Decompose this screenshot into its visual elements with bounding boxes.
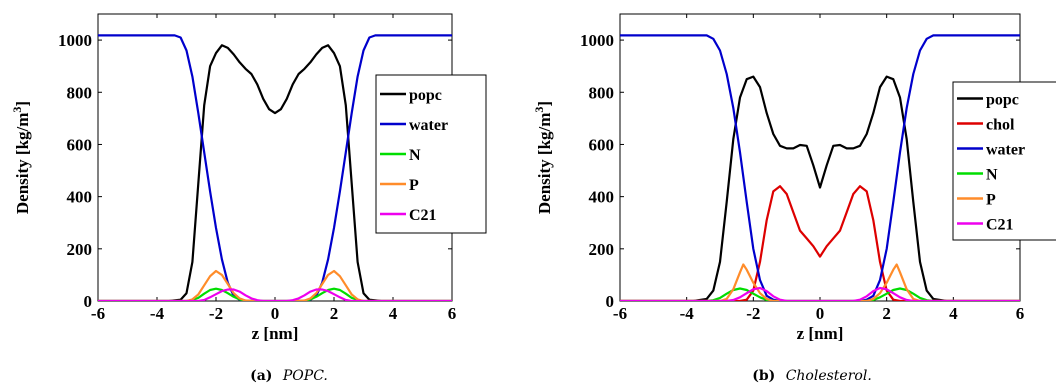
y-tick-label: 400 — [589, 188, 615, 207]
y-tick-label: 1000 — [58, 31, 92, 50]
x-axis-label: z [nm] — [797, 324, 844, 343]
y-tick-label: 200 — [67, 240, 93, 259]
legend-label: P — [409, 177, 419, 194]
chart-panel-cholesterol: (b) Cholesterol. -6 -4 -2 0 2 4 6 0 200 400 600 800… — [532, 13, 1056, 384]
legend: popc water NP C21 — [375, 74, 487, 234]
series-line-c21 — [620, 286, 1020, 301]
chart-panel-popc: (a) POPC. -6 -4 -2 0 2 4 6 0 200 400 600 800 1000 z [… — [10, 13, 487, 384]
series-line-p — [98, 269, 452, 301]
x-tick-label: 6 — [1016, 304, 1025, 323]
y-tick-label: 0 — [606, 292, 615, 311]
series-line-water — [98, 34, 452, 301]
legend-box — [952, 81, 1056, 241]
y-tick-label: 1000 — [580, 31, 614, 50]
x-tick-label: 4 — [949, 304, 958, 323]
x-tick-label: 0 — [816, 304, 825, 323]
caption: (a) POPC. — [250, 368, 328, 384]
x-tick-label: 2 — [330, 304, 339, 323]
legend-label: N — [409, 147, 421, 164]
caption: (b) Cholesterol. — [752, 368, 872, 384]
series-line-c21 — [98, 288, 452, 301]
caption-label: (a) — [250, 368, 272, 384]
y-axis-label-close: ] — [535, 101, 554, 107]
y-axis-label: Density [kg/m3] — [532, 101, 554, 214]
caption-title: Cholesterol. — [786, 368, 872, 384]
y-axis-label: Density [kg/m3] — [10, 101, 32, 214]
x-tick-label: -6 — [91, 304, 105, 323]
series-line-n — [620, 287, 1020, 301]
legend-label: C21 — [409, 207, 437, 224]
y-axis-label-main: Density [kg/m — [535, 113, 554, 215]
legend-label: popc — [409, 87, 442, 104]
x-axis-label: z [nm] — [252, 324, 299, 343]
x-tick-label: 2 — [882, 304, 891, 323]
y-tick-label: 800 — [589, 83, 615, 102]
legend-label: C21 — [986, 217, 1014, 234]
series-line-water — [620, 34, 1020, 301]
x-tick-label: 0 — [271, 304, 280, 323]
legend-label: chol — [986, 117, 1015, 134]
x-tick-label: -4 — [680, 304, 695, 323]
legend: popc chol water NP C21 — [952, 81, 1056, 241]
y-tick-label: 600 — [589, 135, 615, 154]
x-tick-label: 6 — [448, 304, 457, 323]
legend-label: water — [986, 142, 1025, 159]
y-axis-label-unit-exponent: 3 — [10, 107, 24, 113]
legend-label: P — [986, 192, 996, 209]
y-tick-label: 400 — [67, 188, 93, 207]
y-tick-label: 800 — [67, 83, 93, 102]
series-line-n — [98, 287, 452, 301]
y-tick-label: 200 — [589, 240, 615, 259]
x-tick-label: 4 — [389, 304, 398, 323]
series-line-p — [620, 263, 1020, 301]
y-axis-label-unit-exponent: 3 — [532, 107, 546, 113]
y-axis-label-close: ] — [13, 101, 32, 107]
y-tick-label: 600 — [67, 135, 93, 154]
caption-title: POPC. — [282, 368, 328, 384]
y-tick-label: 0 — [84, 292, 93, 311]
x-tick-label: -2 — [209, 304, 223, 323]
series-line-chol — [620, 185, 1020, 301]
x-tick-label: -6 — [613, 304, 627, 323]
y-axis-label-main: Density [kg/m — [13, 113, 32, 215]
legend-label: N — [986, 167, 998, 184]
x-tick-label: -2 — [746, 304, 760, 323]
legend-label: water — [409, 117, 448, 134]
series-line-popc — [98, 44, 452, 301]
caption-label: (b) — [752, 368, 775, 384]
legend-label: popc — [986, 92, 1019, 109]
x-tick-label: -4 — [150, 304, 165, 323]
